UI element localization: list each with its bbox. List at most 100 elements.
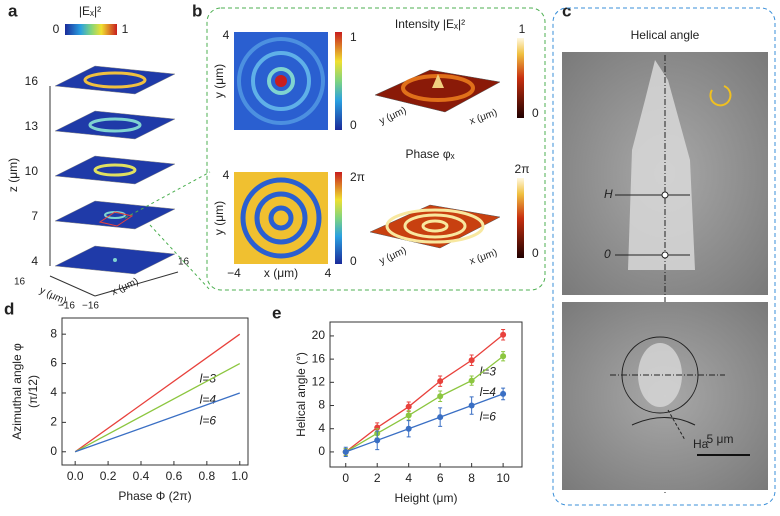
scale-label: 5 μm [707,432,734,446]
panel-label: e [272,303,281,322]
y-axis-label: (π/12) [26,375,40,408]
panel-c-frame [552,7,776,506]
z-tick-label: 7 [31,209,38,223]
x-tick-label: 6 [437,471,444,485]
x-min: −16 [82,301,99,312]
point [468,357,475,364]
point [342,448,349,455]
y-tick-label: 4 [318,421,325,435]
x-tick-label: 4 [405,471,412,485]
x-axis-label: x (μm) [264,266,298,280]
colorbar-min: 0 [532,106,539,120]
panel-c: c Helical angle H 0 Ha 5 μm [552,1,776,506]
point [500,390,507,397]
x-tick-label: 0.6 [166,469,183,483]
series-label: l=6 [200,414,217,428]
y-tick-label: 0 [50,444,57,458]
z-tick-label: 4 [31,254,38,268]
colorbar-min: 0 [350,254,357,268]
y-max: 16 [14,277,26,288]
panel-label: c [562,1,571,20]
x-axis-label: Height (μm) [395,491,458,505]
panel-b: b Intensity |Eₓ|² 1 0 1 0 Phase φₓ 2π 0 … [192,1,546,291]
point [437,378,444,385]
h-label: H [604,187,613,201]
y-tick-label: 8 [50,326,57,340]
x-tick-label: 0 [342,471,349,485]
point [405,425,412,432]
colorbar-max: 2π [515,162,530,176]
y-axis-label: y (μm) [378,105,409,127]
x-axis-label: Phase Φ (2π) [118,489,191,503]
x-tick-label: 1.0 [231,469,248,483]
colorbar-title: |Eₓ|² [79,4,101,18]
slices [54,65,176,275]
tick-label: −4 [227,266,241,280]
phase-title: Phase φₓ [405,147,454,161]
panel-label: d [4,299,14,318]
plot-frame [61,317,249,466]
phase-map [234,172,328,264]
colorbar-min: 0 [53,22,60,36]
colorbar-min: 0 [532,246,539,260]
y-tick-label: 16 [312,351,326,365]
colorbar [335,172,342,264]
x-tick-label: 10 [496,471,510,485]
y-tick-label: 12 [312,374,326,388]
plot-frame [329,321,523,468]
tick-label: 4 [223,28,230,42]
point [405,403,412,410]
colorbar-max: 2π [350,170,365,184]
series-line [74,392,240,453]
point [500,331,507,338]
colorbar-max: 1 [350,30,357,44]
y-axis-label: Azimuthal angle φ [10,343,24,440]
point [437,393,444,400]
y-tick-label: 0 [318,444,325,458]
x-axis-label: x (μm) [468,107,499,127]
y-tick-label: 6 [50,356,57,370]
tick-label: 4 [223,168,230,182]
panel-title: Helical angle [631,28,700,42]
tick-label: 4 [325,266,332,280]
x-axis-label: x (μm) [110,276,141,298]
series-label: l=4 [480,385,497,399]
x-tick-label: 0.2 [100,469,117,483]
colorbar [335,32,342,130]
point [374,437,381,444]
x-axis-label: x (μm) [468,247,499,267]
y-axis-label: y (μm) [212,64,226,98]
z-tick-label: 10 [25,164,39,178]
series-label: l=3 [480,364,497,378]
y-tick-label: 2 [50,415,57,429]
point [405,412,412,419]
colorbar-max: 1 [519,22,526,36]
y-axis-label: Helical angle (°) [294,352,308,437]
x-tick-label: 0.4 [133,469,150,483]
point [468,377,475,384]
y-axis-label: y (μm) [378,245,409,267]
panel-a: a |Eₓ|² 0 1 16 13 10 7 4 z (μm) 16 y (μm… [6,1,211,312]
x-tick-label: 0.0 [67,469,84,483]
colorbar-max: 1 [122,22,129,36]
series-line [345,355,504,453]
series-line [345,334,504,453]
intensity-title: Intensity |Eₓ|² [395,17,465,31]
series-label: l=3 [200,371,217,385]
colorbar [517,38,524,118]
colorbar [517,178,524,258]
x-tick-label: 2 [374,471,381,485]
point [468,402,475,409]
x-tick-label: 8 [468,471,475,485]
series-label: l=6 [480,410,497,424]
z-tick-label: 13 [25,119,39,133]
y-min: −16 [58,301,75,312]
y-axis-label: y (μm) [212,201,226,235]
zero-label: 0 [604,247,611,261]
z-axis-label: z (μm) [6,158,20,192]
x-tick-label: 0.8 [199,469,216,483]
series-line [74,362,241,453]
panel-label: b [192,1,202,20]
panel-label: a [8,1,18,20]
